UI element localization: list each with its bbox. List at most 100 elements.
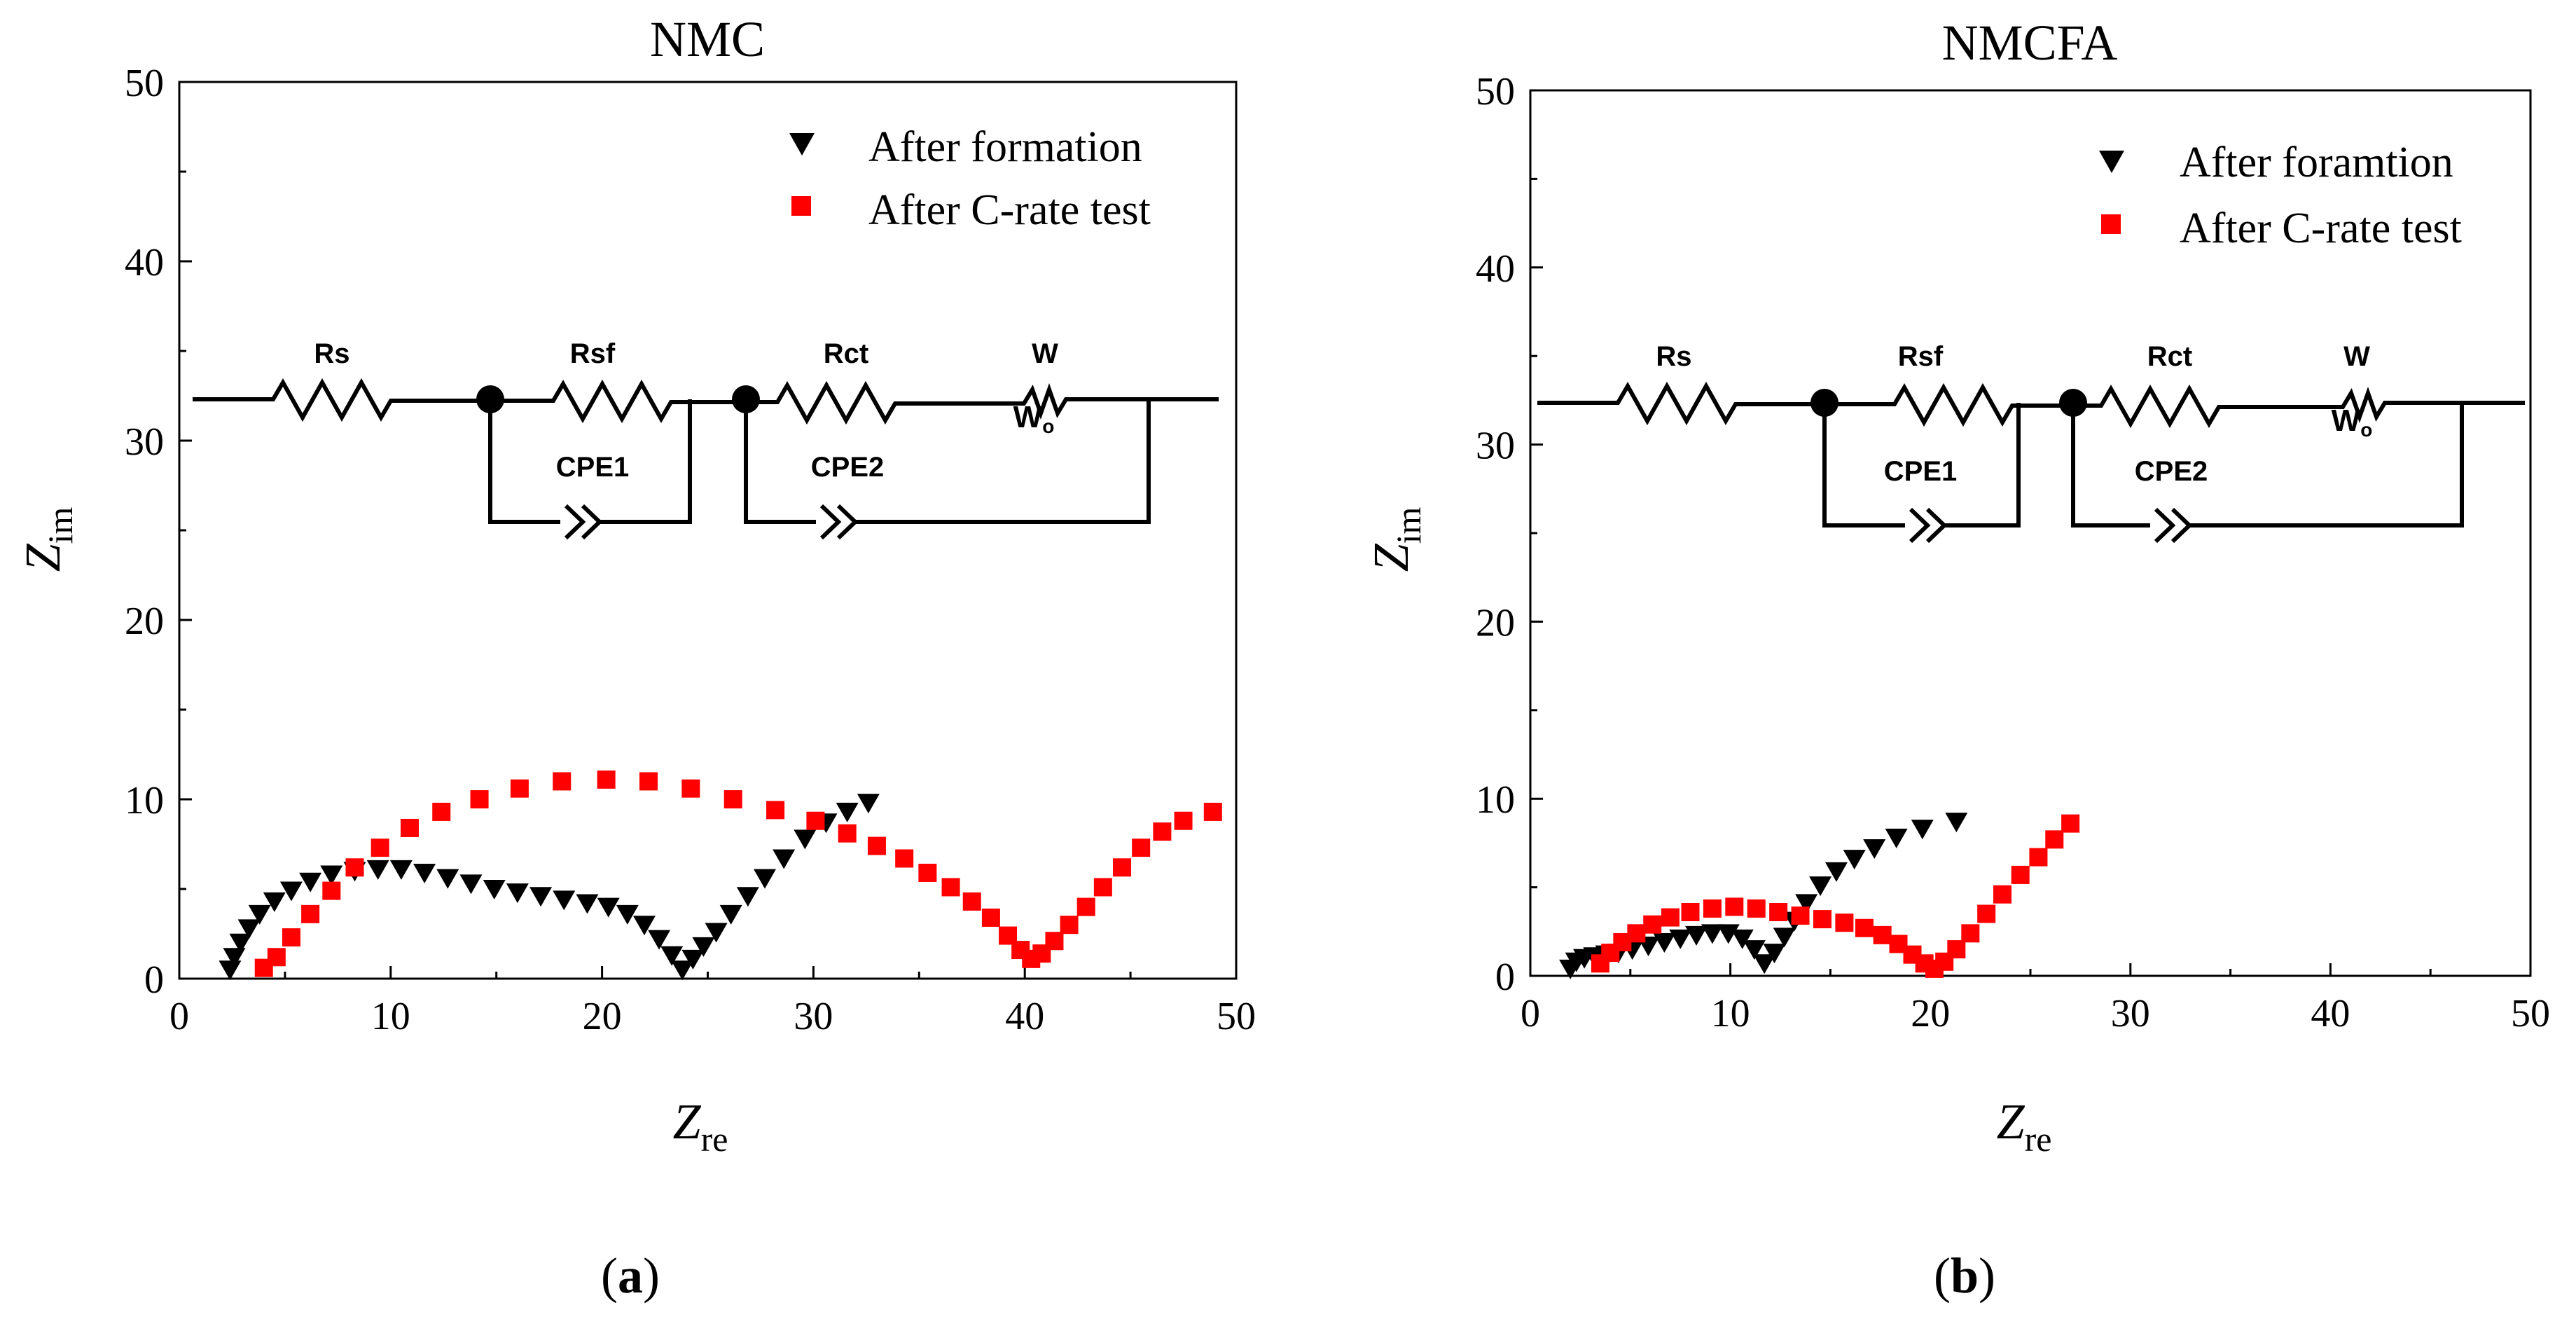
circuit-cpe1-branch xyxy=(1822,403,2021,544)
tick-labels: 0 10 20 30 40 50 0 10 20 30 40 50 xyxy=(1476,70,2550,1035)
y-tick-label: 10 xyxy=(125,779,164,822)
data-point-triangle xyxy=(719,904,742,925)
y-axis-label: Zim xyxy=(1363,506,1428,572)
data-point-square xyxy=(723,790,742,808)
data-point-square xyxy=(2045,830,2064,849)
data-point-square xyxy=(981,908,1000,927)
equivalent-circuit: Rs Rsf Rct W Wo CPE1 CPE2 xyxy=(193,338,1219,540)
chart-panel-nmcfa: NMCFA 0 10 20 30 40 50 0 10 20 30 40 50 Zre Zim Aft… xyxy=(1363,15,2550,1304)
data-point-square xyxy=(1703,899,1722,918)
circuit-cpe2-branch xyxy=(2071,403,2464,544)
legend: After formation After C-rate test xyxy=(789,123,1151,234)
data-point-square xyxy=(766,801,785,820)
circuit-label-rs: Rs xyxy=(314,338,349,369)
equivalent-circuit: Rs Rsf Rct W Wo CPE1 CPE2 xyxy=(1537,341,2525,544)
axis-ticks xyxy=(178,81,1238,980)
x-tick-label: 0 xyxy=(169,995,189,1038)
data-point-triangle xyxy=(483,880,506,899)
data-point-square xyxy=(1855,918,1874,937)
x-tick-label: 30 xyxy=(794,995,833,1038)
data-point-triangle xyxy=(389,860,413,880)
data-point-triangle xyxy=(1945,813,1968,833)
data-point-square xyxy=(2011,865,2030,884)
data-point-triangle xyxy=(366,860,389,880)
data-point-square xyxy=(1961,924,1980,943)
data-point-triangle xyxy=(648,930,671,950)
y-tick-label: 30 xyxy=(1476,425,1515,468)
data-point-triangle xyxy=(1653,932,1676,953)
x-tick-label: 10 xyxy=(371,995,410,1038)
data-point-triangle xyxy=(681,949,705,970)
data-point-square xyxy=(1661,908,1680,927)
data-point-square xyxy=(639,772,658,791)
data-point-square xyxy=(1093,878,1112,897)
data-point-square xyxy=(1174,811,1193,830)
data-point-triangle xyxy=(1911,820,1934,840)
data-series-group xyxy=(1559,813,2080,979)
legend: After foramtion After C-rate test xyxy=(2099,139,2462,252)
data-point-triangle xyxy=(299,872,322,892)
legend-label-after-c-rate: After C-rate test xyxy=(868,186,1151,234)
circuit-label-cpe1: CPE1 xyxy=(1884,456,1958,487)
data-point-square xyxy=(806,811,825,830)
data-point-square xyxy=(1203,802,1222,821)
data-point-triangle xyxy=(436,869,459,889)
data-point-square xyxy=(1045,932,1064,951)
x-tick-label: 20 xyxy=(583,995,622,1038)
circuit-label-rsf: Rsf xyxy=(1898,341,1944,372)
x-tick-label: 50 xyxy=(2511,992,2550,1035)
data-point-square xyxy=(553,772,572,791)
circuit-label-rct: Rct xyxy=(2147,341,2192,372)
circuit-cpe2-branch xyxy=(744,399,1151,540)
circuit-cpe1-branch xyxy=(488,399,692,540)
x-axis-label: Zre xyxy=(673,1094,728,1159)
panel-label-a: (a) xyxy=(601,1248,660,1304)
data-point-square xyxy=(2029,848,2048,867)
legend-label-after-formation: After formation xyxy=(868,123,1142,171)
data-point-square xyxy=(1947,940,1966,959)
data-point-triangle xyxy=(237,919,261,939)
data-point-square xyxy=(1791,906,1810,925)
data-point-square xyxy=(597,770,616,789)
legend-marker-after-c-rate xyxy=(2101,214,2121,234)
x-tick-label: 0 xyxy=(1521,992,1540,1035)
series-after-c-rate-test xyxy=(254,770,1222,977)
data-point-triangle xyxy=(736,887,759,907)
data-point-square xyxy=(1769,902,1788,921)
data-point-triangle xyxy=(223,948,246,968)
data-point-triangle xyxy=(857,794,880,814)
y-tick-label: 10 xyxy=(1476,778,1515,822)
data-point-square xyxy=(962,892,981,911)
data-point-triangle xyxy=(459,874,483,895)
data-point-triangle xyxy=(1863,839,1886,859)
data-point-square xyxy=(345,858,364,877)
data-point-triangle xyxy=(529,887,553,907)
data-point-square xyxy=(1725,897,1744,916)
data-point-triangle xyxy=(1685,925,1708,946)
data-point-square xyxy=(838,824,857,843)
legend-marker-after-formation xyxy=(789,133,815,156)
data-point-triangle xyxy=(671,960,694,981)
data-point-square xyxy=(1060,916,1079,935)
data-point-square xyxy=(322,881,341,900)
data-point-triangle xyxy=(794,829,817,850)
data-point-triangle xyxy=(1701,924,1724,944)
x-tick-label: 50 xyxy=(1217,995,1256,1038)
data-point-square xyxy=(918,863,937,882)
data-point-triangle xyxy=(1753,954,1776,974)
panel-label-b: (b) xyxy=(1934,1248,1995,1304)
data-point-triangle xyxy=(506,883,529,904)
data-point-square xyxy=(282,928,300,947)
data-point-square xyxy=(1873,925,1892,944)
x-tick-label: 20 xyxy=(1911,992,1950,1035)
y-tick-label: 50 xyxy=(125,62,164,105)
data-point-triangle xyxy=(1885,828,1908,848)
y-tick-label: 40 xyxy=(1476,247,1515,291)
y-tick-label: 50 xyxy=(1476,70,1515,113)
legend-label-after-c-rate: After C-rate test xyxy=(2180,205,2462,252)
data-point-triangle xyxy=(576,894,599,914)
chart-title: NMCFA xyxy=(1942,15,2118,71)
series-after-c-rate-test xyxy=(1591,814,2080,978)
data-point-square xyxy=(867,836,886,855)
